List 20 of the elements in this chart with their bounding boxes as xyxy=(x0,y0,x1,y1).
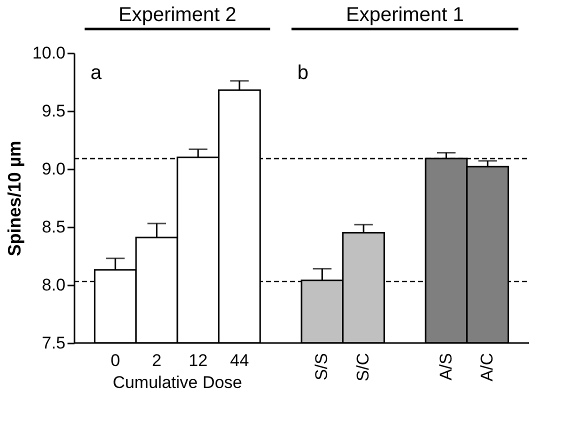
x-axis-title: Cumulative Dose xyxy=(112,373,242,392)
y-tick-label: 8.5 xyxy=(42,218,66,236)
x-tick-label: 44 xyxy=(230,351,249,370)
x-tick-label: 2 xyxy=(152,351,162,370)
annotation: b xyxy=(297,62,308,84)
y-tick-label: 9.5 xyxy=(42,102,66,120)
x-tick-label: A/C xyxy=(478,353,497,382)
text: Experiment 1 xyxy=(346,4,464,26)
x-tick-label: S/C xyxy=(354,353,373,382)
y-axis-title: Spines/10 µm xyxy=(4,140,24,256)
y-tick-label: 8.0 xyxy=(42,276,66,294)
x-tick-label: A/S xyxy=(436,353,456,380)
text: Experiment 2 xyxy=(118,4,236,26)
x-tick-label: S/S xyxy=(312,353,332,380)
x-tick-label: 12 xyxy=(188,351,208,370)
y-tick-label: 7.5 xyxy=(42,334,66,352)
x-tick-label: 0 xyxy=(110,351,120,370)
annotation: a xyxy=(90,62,103,84)
y-tick-label: 9.0 xyxy=(42,160,66,178)
y-tick-label: 10.0 xyxy=(32,44,66,62)
